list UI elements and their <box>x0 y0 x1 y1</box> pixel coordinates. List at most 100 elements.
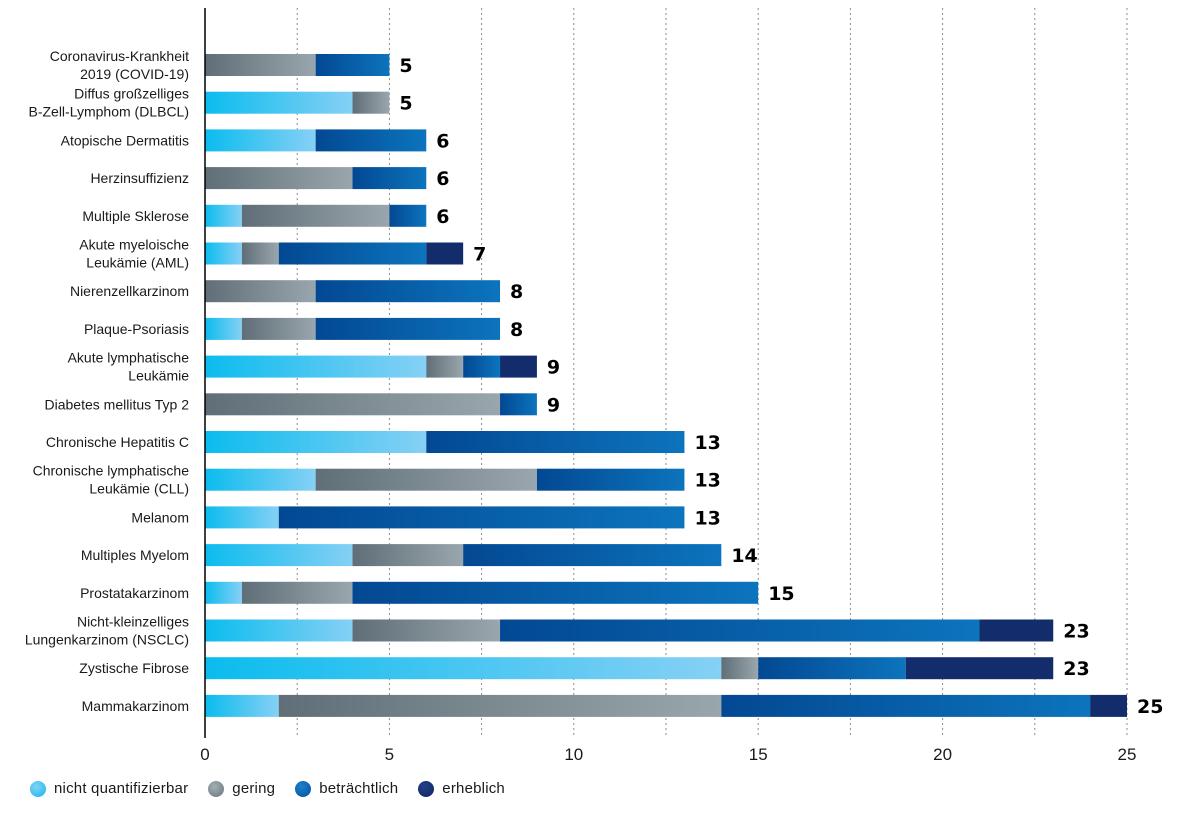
category-label: Diabetes mellitus Typ 2 <box>45 396 190 412</box>
bar-segment-nicht-quantifizierbar <box>205 581 242 604</box>
bar-segment-nicht-quantifizierbar <box>205 506 279 529</box>
bar-segment-erheblich <box>905 657 1054 680</box>
bar-segment-erheblich <box>1090 694 1127 717</box>
category-label: Chronische Hepatitis C <box>46 434 189 450</box>
bar-segment-gering <box>278 694 722 717</box>
bar-segment-beträchtlich <box>500 393 537 416</box>
bar-segment-beträchtlich <box>536 468 685 491</box>
bar-segment-gering <box>241 204 390 227</box>
total-value-label: 9 <box>547 394 560 416</box>
bar-segment-nicht-quantifizierbar <box>205 242 242 265</box>
bar-segment-beträchtlich <box>315 54 390 76</box>
category-label: Atopische Dermatitis <box>61 132 189 148</box>
total-value-label: 8 <box>510 319 523 341</box>
bar-segment-gering <box>241 242 279 265</box>
bar-segment-nicht-quantifizierbar <box>205 544 353 567</box>
total-value-label: 23 <box>1063 658 1089 680</box>
bar-segment-beträchtlich <box>315 317 501 340</box>
total-value-label: 5 <box>399 93 412 115</box>
legend-item-betraechtlich: beträchtlich <box>295 780 398 797</box>
legend-dot-icon <box>418 780 435 797</box>
total-value-label: 13 <box>694 432 720 454</box>
x-tick-label: 25 <box>1118 745 1137 764</box>
bar-segment-gering <box>241 581 353 604</box>
total-value-label: 5 <box>399 55 412 77</box>
bar-segment-gering <box>352 619 501 642</box>
bar-segment-gering <box>352 91 390 114</box>
category-label: Nicht-kleinzelliges Lungenkarzinom (NSCLC… <box>25 614 189 648</box>
bar-segment-nicht-quantifizierbar <box>205 355 427 378</box>
total-value-label: 6 <box>436 130 449 152</box>
x-tick-label: 0 <box>200 745 209 764</box>
bar-segment-beträchtlich <box>426 431 685 453</box>
category-label: Mammakarzinom <box>82 698 189 714</box>
total-value-label: 15 <box>768 583 794 605</box>
bar-segment-gering <box>721 657 759 680</box>
category-label: Akute lymphatische Leukämie <box>68 350 190 384</box>
total-value-label: 25 <box>1137 696 1163 718</box>
total-value-label: 8 <box>510 281 523 303</box>
category-label: Coronavirus-Krankheit 2019 (COVID-19) <box>50 48 189 82</box>
bar-segment-gering <box>205 280 316 303</box>
bar-segment-nicht-quantifizierbar <box>205 619 353 642</box>
bar-segment-beträchtlich <box>278 506 685 529</box>
legend-dot-icon <box>208 780 225 797</box>
total-value-label: 9 <box>547 357 560 379</box>
x-tick-label: 15 <box>749 745 768 764</box>
legend-item-nicht-quantifizierbar: nicht quantifizierbar <box>30 780 188 797</box>
total-value-label: 13 <box>694 470 720 492</box>
bar-segment-beträchtlich <box>389 204 427 227</box>
total-value-label: 6 <box>436 206 449 228</box>
bar-segment-nicht-quantifizierbar <box>205 317 242 340</box>
bar-segment-beträchtlich <box>463 544 722 567</box>
x-tick-label: 5 <box>385 745 394 764</box>
bar-segment-beträchtlich <box>721 694 1091 717</box>
legend-label: nicht quantifizierbar <box>54 780 189 797</box>
category-label: Multiple Sklerose <box>82 208 189 224</box>
bars <box>205 54 1127 717</box>
category-label: Prostatakarzinom <box>80 585 189 601</box>
legend-dot-icon <box>30 780 46 797</box>
bar-segment-gering <box>241 317 316 340</box>
legend-dot-icon <box>295 780 312 797</box>
total-value-label: 7 <box>473 244 486 266</box>
bar-segment-gering <box>205 54 316 76</box>
category-label: Plaque-Psoriasis <box>84 321 189 337</box>
bar-segment-nicht-quantifizierbar <box>205 129 316 152</box>
bar-segment-nicht-quantifizierbar <box>205 468 316 491</box>
legend: nicht quantifizierbar gering beträchtlic… <box>30 780 525 797</box>
total-labels: 5 5 6 6 6 7 8 8 9 9 13 13 13 14 15 23 23 25 <box>399 55 1163 718</box>
legend-label: beträchtlich <box>319 780 399 797</box>
bar-segment-gering <box>205 393 501 416</box>
bar-segment-erheblich <box>500 355 537 378</box>
bar-segment-erheblich <box>426 242 464 265</box>
legend-item-erheblich: erheblich <box>418 780 505 797</box>
bar-segment-beträchtlich <box>463 355 501 378</box>
category-label: Diffus großzelliges B-Zell-Lymphom (DLBCL… <box>28 86 189 120</box>
bar-segment-nicht-quantifizierbar <box>205 657 722 680</box>
x-tick-label: 10 <box>564 745 583 764</box>
bar-segment-nicht-quantifizierbar <box>205 694 279 717</box>
category-label: Akute myeloische Leukämie (AML) <box>79 237 189 271</box>
legend-item-gering: gering <box>208 780 275 797</box>
bar-segment-gering <box>426 355 464 378</box>
bar-segment-beträchtlich <box>315 129 427 152</box>
legend-label: erheblich <box>442 780 505 797</box>
bar-segment-erheblich <box>979 619 1054 642</box>
bar-segment-nicht-quantifizierbar <box>205 91 353 114</box>
category-label: Melanom <box>131 509 189 525</box>
bar-segment-gering <box>315 468 537 491</box>
x-axis-tick-labels: 0 5 10 15 20 25 <box>200 745 1136 764</box>
total-value-label: 13 <box>694 507 720 529</box>
bar-segment-gering <box>205 167 353 190</box>
category-labels: Coronavirus-Krankheit 2019 (COVID-19) Diff… <box>25 48 189 714</box>
bar-segment-beträchtlich <box>500 619 980 642</box>
category-label: Nierenzellkarzinom <box>70 283 189 299</box>
bar-segment-nicht-quantifizierbar <box>205 204 242 227</box>
category-label: Zystische Fibrose <box>79 660 189 676</box>
category-label: Multiples Myelom <box>81 547 189 563</box>
x-tick-label: 20 <box>933 745 952 764</box>
bar-segment-beträchtlich <box>352 167 427 190</box>
legend-label: gering <box>232 780 276 797</box>
